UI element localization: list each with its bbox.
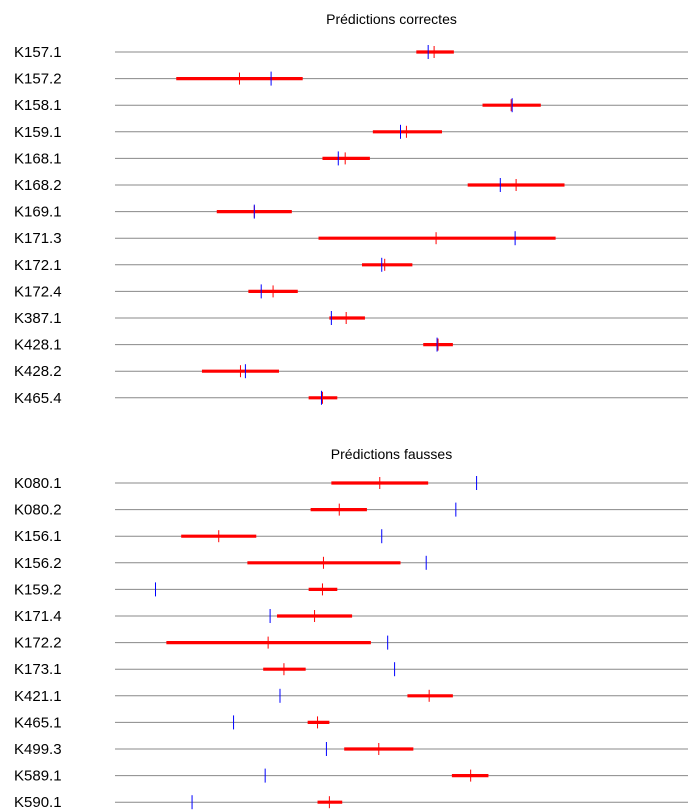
row-label: K171.3 [14, 230, 62, 247]
row-label: K499.3 [14, 741, 62, 758]
row-label: K589.1 [14, 768, 62, 785]
row-label: K168.1 [14, 150, 62, 167]
row-label: K172.1 [14, 257, 62, 274]
row-label: K157.2 [14, 71, 62, 88]
row-label: K159.1 [14, 124, 62, 141]
row-label: K158.1 [14, 97, 62, 114]
row-label: K080.2 [14, 502, 62, 519]
row-label: K080.1 [14, 475, 62, 492]
row-label: K172.4 [14, 283, 62, 300]
row-label: K590.1 [14, 794, 62, 811]
row-label: K157.1 [14, 44, 62, 61]
row-label: K428.2 [14, 363, 62, 380]
panel-title: Prédictions correctes [326, 11, 457, 27]
row-label: K171.4 [14, 608, 62, 625]
row-label: K465.4 [14, 390, 62, 407]
row-label: K421.1 [14, 688, 62, 705]
panel-title: Prédictions fausses [331, 446, 452, 462]
row-label: K159.2 [14, 581, 62, 598]
row-label: K156.1 [14, 528, 62, 545]
row-label: K173.1 [14, 661, 62, 678]
row-label: K169.1 [14, 204, 62, 221]
row-label: K428.1 [14, 337, 62, 354]
row-label: K465.1 [14, 714, 62, 731]
row-label: K387.1 [14, 310, 62, 327]
row-label: K168.2 [14, 177, 62, 194]
row-label: K172.2 [14, 635, 62, 652]
row-label: K156.2 [14, 555, 62, 572]
